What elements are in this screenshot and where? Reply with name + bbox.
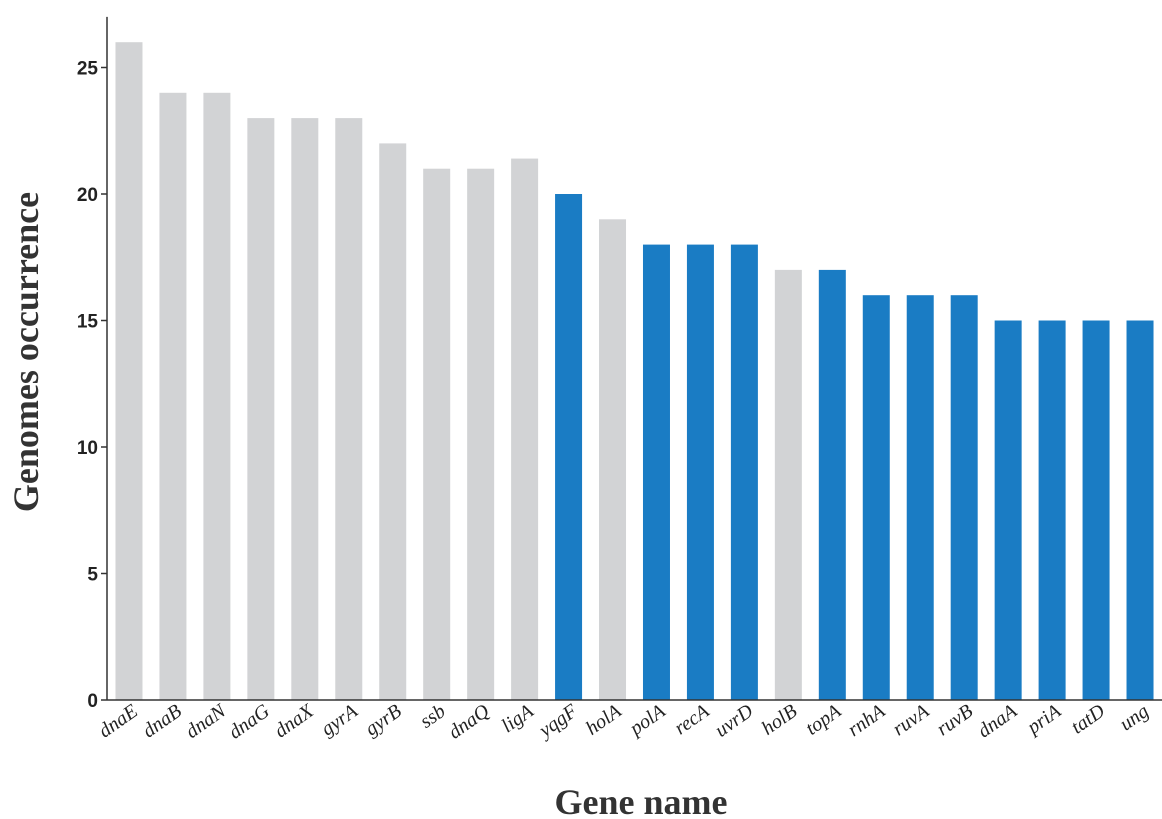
x-tick-label: ligA — [498, 700, 539, 738]
x-tick-label: dnaB — [139, 700, 186, 742]
bar-ssb — [423, 168, 451, 700]
x-tick-label: dnaN — [182, 699, 231, 743]
bar-holB — [774, 269, 802, 700]
bar-rnhA — [862, 295, 890, 700]
bar-topA — [818, 269, 846, 700]
x-tick-label: uvrD — [711, 700, 758, 742]
x-tick-label: gyrB — [361, 700, 405, 740]
y-tick-label: 10 — [77, 438, 98, 459]
y-tick-label: 5 — [87, 565, 98, 586]
y-tick-label: 25 — [77, 59, 99, 80]
x-tick-label: dnaA — [974, 700, 1022, 743]
bar-dnaQ — [467, 168, 495, 700]
x-tick-label: topA — [802, 700, 846, 740]
bar-tatD — [1082, 320, 1110, 700]
y-tick-label: 0 — [87, 691, 98, 712]
x-tick-label: holA — [582, 700, 626, 740]
bar-ruvB — [950, 295, 978, 700]
x-tick-label: ruvB — [933, 700, 977, 740]
bar-recA — [686, 244, 714, 700]
x-tick-label: ruvA — [889, 700, 934, 741]
x-tick-label: polA — [624, 700, 670, 741]
bar-dnaA — [994, 320, 1022, 700]
bars-group — [115, 42, 1154, 701]
y-tick-label: 15 — [77, 312, 99, 333]
bar-yqgF — [555, 194, 583, 700]
y-tick-label: 20 — [77, 185, 98, 206]
bar-ung — [1126, 320, 1154, 700]
x-tick-label: ung — [1116, 700, 1153, 735]
x-tick-label: dnaQ — [444, 700, 493, 744]
x-tick-label: dnaG — [225, 700, 274, 744]
bar-gyrB — [379, 143, 407, 700]
x-tick-label: dnaX — [270, 700, 318, 743]
bar-dnaG — [247, 118, 275, 701]
bar-dnaB — [159, 92, 187, 701]
x-tick-label: holB — [758, 700, 802, 740]
x-tick-label: ssb — [416, 700, 450, 733]
x-tick-label: dnaE — [95, 700, 142, 742]
bar-dnaE — [115, 42, 143, 700]
x-tick-label: recA — [670, 700, 714, 740]
y-ticks-group: 0 5 10 15 20 25 — [77, 59, 107, 712]
x-tick-label: gyrA — [317, 700, 362, 741]
bar-priA — [1038, 320, 1066, 700]
bar-gyrA — [335, 118, 363, 701]
bar-holA — [599, 219, 627, 701]
x-tick-label: rnhA — [844, 700, 890, 741]
bar-ruvA — [906, 295, 934, 700]
bar-polA — [642, 244, 670, 700]
bar-ligA — [511, 158, 539, 700]
bar-uvrD — [730, 244, 758, 700]
x-tick-label: yqgF — [534, 700, 583, 743]
y-axis-title: Genomes occurrence — [6, 192, 46, 512]
bar-dnaN — [203, 92, 231, 701]
x-tick-label: priA — [1022, 700, 1066, 740]
x-tick-label: tatD — [1067, 700, 1109, 739]
bar-dnaX — [291, 118, 319, 701]
x-axis-title: Gene name — [555, 782, 728, 819]
